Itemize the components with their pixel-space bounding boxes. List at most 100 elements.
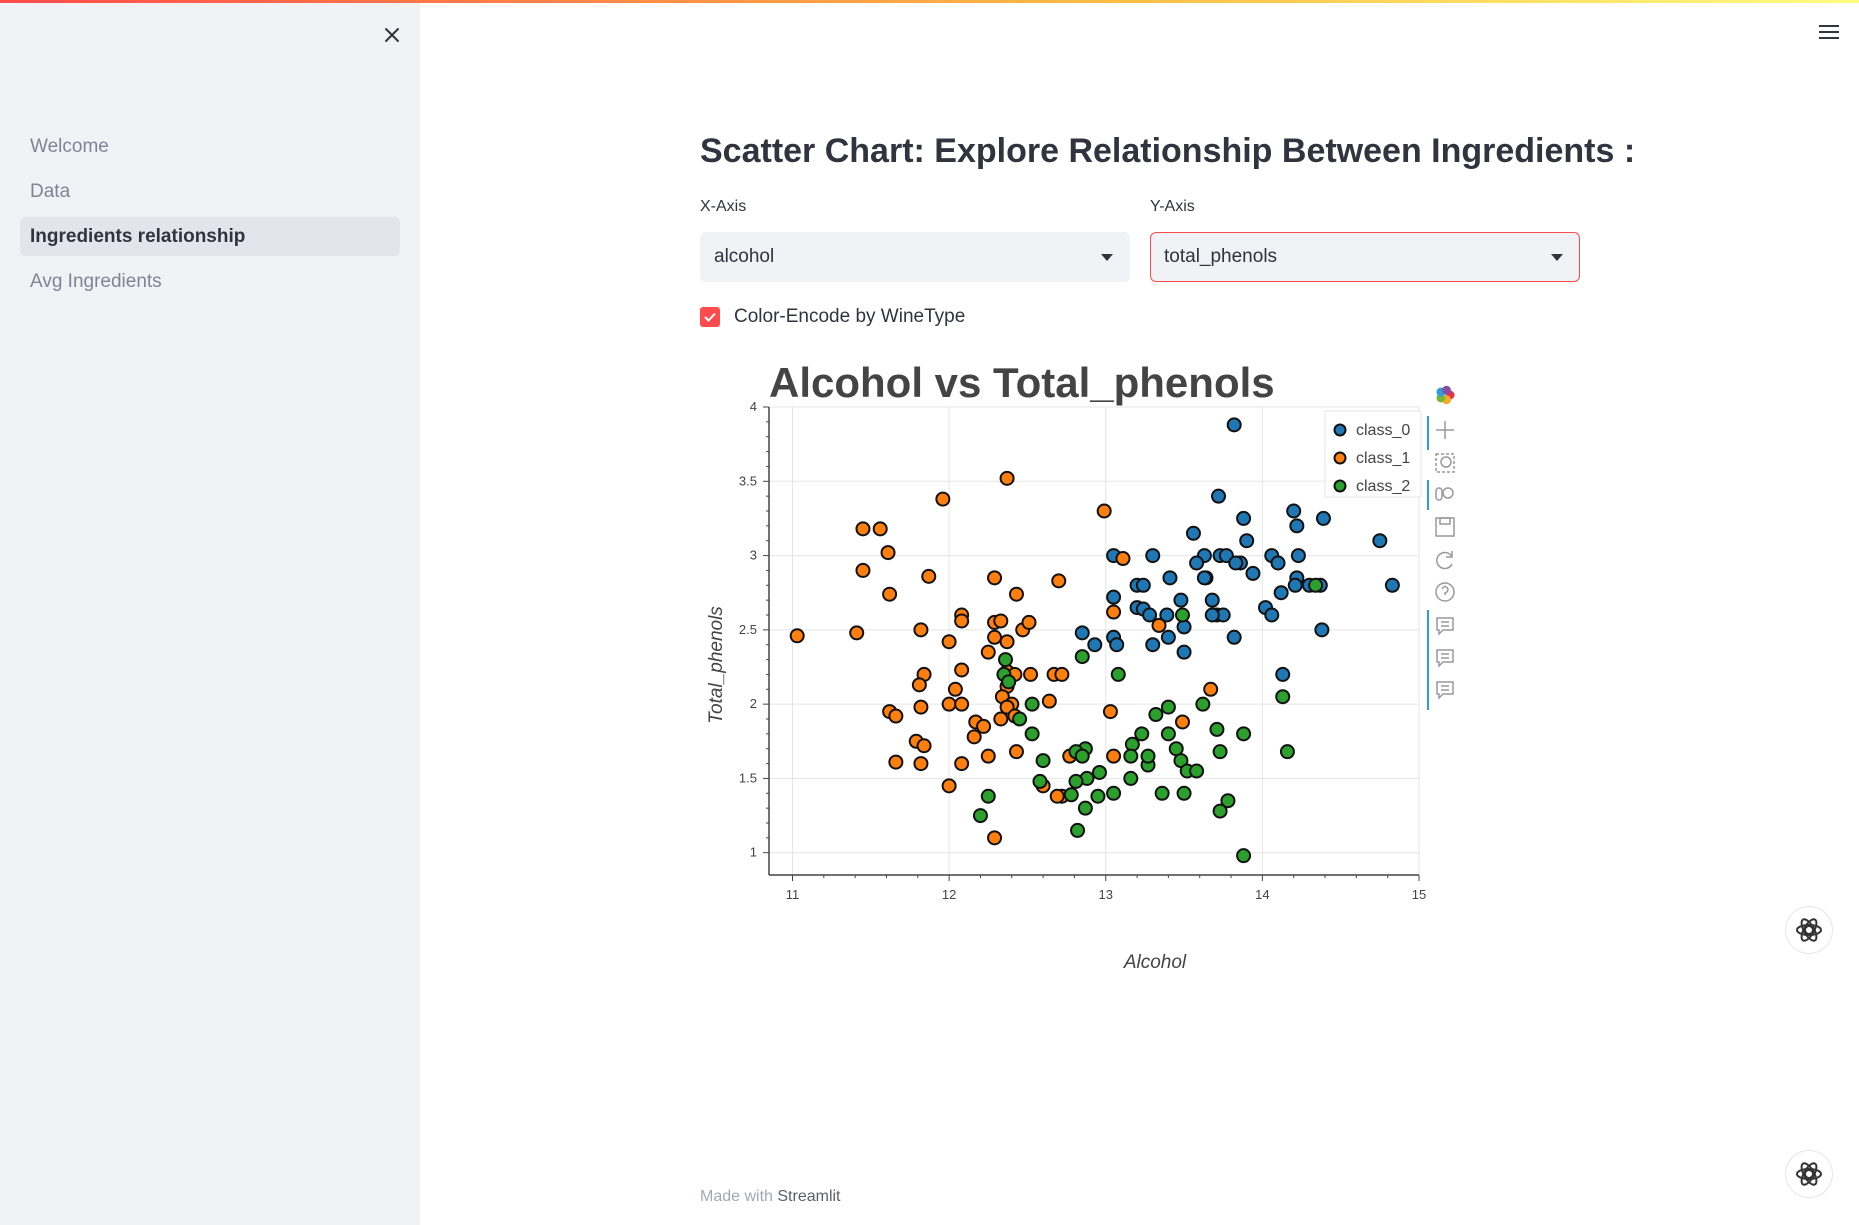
data-point-class-2 (1308, 577, 1324, 593)
help-icon-mark (1441, 585, 1449, 595)
data-point-class-2 (1074, 649, 1090, 665)
reset-icon[interactable] (1436, 551, 1453, 570)
wheel-zoom-icon[interactable] (1435, 487, 1454, 501)
x-axis-label: X-Axis (700, 198, 747, 215)
data-point-class-1 (935, 491, 951, 507)
data-point-class-2 (1063, 787, 1079, 803)
hover-icon[interactable] (1436, 649, 1454, 668)
legend-marker (1333, 423, 1347, 437)
color-encode-checkbox-row[interactable]: Color-Encode by WineType (700, 306, 965, 328)
data-point-class-1 (880, 545, 896, 561)
data-point-class-1 (1054, 666, 1070, 682)
help-icon-ring (1435, 582, 1455, 602)
data-point-class-1 (1106, 748, 1122, 764)
sidebar-item-data[interactable]: Data (20, 172, 400, 211)
chart-legend: class_0 class_1 class_2 (1324, 410, 1422, 498)
y-axis-label: Y-Axis (1150, 198, 1195, 215)
data-point-class-0 (1196, 570, 1212, 586)
legend-label: class_1 (1356, 450, 1410, 467)
data-point-class-2 (1123, 770, 1139, 786)
openai-icon (1796, 1162, 1822, 1186)
data-point-class-1 (1021, 614, 1037, 630)
chart-toolbar (1427, 385, 1455, 710)
y-tick-label: 2.5 (739, 622, 757, 637)
data-point-class-2 (1236, 726, 1252, 742)
sidebar-item-welcome[interactable]: Welcome (20, 127, 400, 166)
close-sidebar-button[interactable] (378, 21, 406, 49)
help-icon[interactable] (1435, 582, 1455, 602)
data-point-class-1 (954, 613, 970, 629)
box-zoom-icon[interactable] (1435, 453, 1455, 473)
sidebar-item-avg-ingredients[interactable]: Avg Ingredients (20, 262, 400, 301)
legend-marker (1333, 479, 1347, 493)
data-point-class-0 (1109, 637, 1125, 653)
data-point-class-0 (1189, 555, 1205, 571)
data-point-class-2 (1123, 748, 1139, 764)
sidebar-item-label: Data (30, 180, 71, 202)
pan-icon-cross (1436, 421, 1454, 439)
data-point-class-2 (1160, 699, 1176, 715)
x-tick-label: 12 (942, 887, 956, 902)
data-point-class-2 (1148, 707, 1164, 723)
save-icon-shutter (1439, 517, 1451, 525)
footer-prefix: Made with (700, 1188, 773, 1205)
chart-points (789, 417, 1400, 864)
hamburger-icon (1819, 25, 1839, 39)
chart-title: Alcohol vs Total_phenols (769, 359, 1275, 406)
color-encode-label: Color-Encode by WineType (734, 306, 966, 327)
data-point-class-1 (1049, 788, 1065, 804)
data-point-class-1 (993, 711, 1009, 727)
data-point-class-1 (980, 748, 996, 764)
assistant-button[interactable] (1785, 906, 1833, 954)
data-point-class-2 (980, 788, 996, 804)
data-point-class-0 (1135, 577, 1151, 593)
box-zoom-icon-frame (1435, 453, 1455, 473)
data-point-class-1 (993, 613, 1009, 629)
x-tick-label: 11 (786, 887, 800, 902)
pan-icon[interactable] (1436, 421, 1454, 439)
data-point-class-1 (947, 681, 963, 697)
data-point-class-2 (1134, 726, 1150, 742)
data-point-class-1 (1008, 586, 1024, 602)
hover-icon[interactable] (1436, 617, 1454, 636)
data-point-class-0 (1290, 548, 1306, 564)
data-point-class-0 (1372, 533, 1388, 549)
openai-icon (1796, 918, 1822, 942)
data-point-class-2 (1209, 721, 1225, 737)
x-tick-label: 13 (1099, 887, 1113, 902)
main-content: Scatter Chart: Explore Relationship Betw… (700, 0, 1635, 1225)
data-point-class-1 (1115, 551, 1131, 567)
data-point-class-1 (913, 756, 929, 772)
color-encode-checkbox[interactable] (700, 307, 720, 327)
top-decoration-bar (0, 0, 1859, 3)
data-point-class-1 (1008, 744, 1024, 760)
assistant-button-secondary[interactable] (1785, 1150, 1833, 1198)
data-point-class-0 (1384, 577, 1400, 593)
bokeh-logo-petal (1442, 385, 1452, 395)
hover-icon[interactable] (1436, 681, 1454, 700)
data-point-class-1 (1041, 693, 1057, 709)
footer-brand-link[interactable]: Streamlit (777, 1188, 841, 1205)
data-point-class-0 (1185, 525, 1201, 541)
y-tick-label: 1 (750, 845, 757, 860)
data-point-class-1 (987, 830, 1003, 846)
reset-icon-arrow (1436, 551, 1453, 570)
data-point-class-2 (1189, 763, 1205, 779)
sidebar-item-ingredients-relationship[interactable]: Ingredients relationship (20, 217, 400, 256)
main-menu-button[interactable] (1817, 22, 1841, 42)
data-point-class-2 (1024, 696, 1040, 712)
data-point-class-2 (1068, 773, 1084, 789)
data-point-class-1 (941, 696, 957, 712)
data-point-class-2 (1279, 744, 1295, 760)
data-point-class-2 (1035, 753, 1051, 769)
x-axis-select[interactable]: alcohol (700, 232, 1130, 282)
data-point-class-1 (941, 778, 957, 794)
y-axis-select[interactable]: total_phenols (1150, 232, 1580, 282)
save-icon[interactable] (1435, 517, 1455, 537)
data-point-class-2 (1154, 785, 1170, 801)
data-point-class-0 (1226, 629, 1242, 645)
data-point-class-0 (1273, 585, 1289, 601)
sidebar-nav: Welcome Data Ingredients relationship Av… (20, 127, 400, 307)
hover-icon-bubble (1436, 617, 1454, 636)
data-point-class-0 (1287, 577, 1303, 593)
